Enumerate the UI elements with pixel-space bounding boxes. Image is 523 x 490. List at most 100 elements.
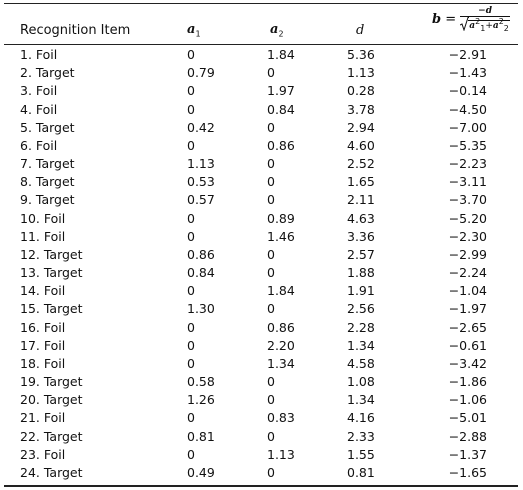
a2-value: 0	[267, 265, 275, 281]
row-label: 13. Target	[20, 265, 83, 281]
denominator: a21+a22	[460, 17, 510, 33]
a1-value: 0.81	[187, 428, 215, 444]
row-label: 9. Target	[20, 192, 75, 208]
d-value: 5.36	[347, 47, 375, 62]
d-value: 1.13	[347, 65, 375, 81]
radical-sign	[460, 17, 470, 31]
d-value: 2.28	[347, 319, 375, 335]
b-value: −1.86	[448, 374, 487, 390]
a1-value: 0	[187, 355, 195, 371]
d-value: 4.58	[347, 355, 375, 371]
a2-value: 0.83	[267, 410, 295, 426]
a2-value: 1.34	[267, 355, 295, 371]
d-value: 2.33	[347, 428, 375, 444]
b-value: −4.50	[448, 101, 487, 117]
d-value: 1.08	[347, 374, 375, 390]
b-value: −2.24	[448, 265, 487, 281]
a2-value: 1.84	[267, 47, 295, 62]
a2-value: 2.20	[267, 337, 295, 353]
d-value: 4.16	[347, 410, 375, 426]
row-label: 15. Target	[20, 301, 83, 317]
b-value: −2.65	[448, 319, 487, 335]
b-value: −2.23	[448, 156, 487, 172]
a1-value: 0.79	[187, 65, 215, 81]
row-label: 17. Foil	[20, 337, 66, 353]
a1-value: 0	[187, 137, 195, 153]
b-value: −1.65	[448, 465, 487, 480]
d-value: 2.11	[347, 192, 375, 208]
a2-value: 0	[267, 374, 275, 390]
d-value: 1.88	[347, 265, 375, 281]
d-value: 2.52	[347, 156, 375, 172]
a1-value: 0	[187, 83, 195, 99]
a2-value: 0	[267, 428, 275, 444]
a2-value: 1.13	[267, 446, 295, 462]
a1-value: 0.84	[187, 265, 215, 281]
d-value: 1.65	[347, 174, 375, 190]
a2-value: 0.84	[267, 101, 295, 117]
subscript: 1	[480, 23, 486, 33]
a1-value: 0.49	[187, 465, 215, 480]
radicand: a21+a22	[468, 17, 510, 33]
a2-value: 0	[267, 65, 275, 81]
d-value: 1.55	[347, 446, 375, 462]
row-label: 23. Foil	[20, 446, 66, 462]
row-label: 4. Foil	[20, 101, 58, 117]
b-value: −1.06	[448, 392, 487, 408]
d-value: 1.91	[347, 283, 375, 299]
b-value: −5.01	[448, 410, 487, 426]
row-label: 21. Foil	[20, 410, 66, 426]
numerator: −d	[460, 6, 510, 17]
a1-value: 0.42	[187, 119, 215, 135]
top-rule	[4, 3, 518, 4]
header-b: b = −d a21+a22	[432, 6, 510, 33]
row-label: 16. Foil	[20, 319, 66, 335]
row-label: 22. Target	[20, 428, 83, 444]
a1-value: 0.86	[187, 246, 215, 262]
header-a2: a2	[270, 22, 284, 39]
row-label: 7. Target	[20, 156, 75, 172]
b-value: −1.43	[448, 65, 487, 81]
d-value: 3.36	[347, 228, 375, 244]
operator: +	[485, 21, 493, 31]
a2-value: 0	[267, 119, 275, 135]
a2-value: 0	[267, 465, 275, 480]
row-label: 10. Foil	[20, 210, 66, 226]
b-value: −3.42	[448, 355, 487, 371]
a1-value: 1.26	[187, 392, 215, 408]
a1-value: 0	[187, 210, 195, 226]
a1-value: 0	[187, 228, 195, 244]
a1-value: 0	[187, 283, 195, 299]
b-value: −2.99	[448, 246, 487, 262]
symbol: a	[469, 21, 476, 31]
a1-value: 0	[187, 337, 195, 353]
row-label: 3. Foil	[20, 83, 58, 99]
a1-value: 0.53	[187, 174, 215, 190]
row-label: 11. Foil	[20, 228, 66, 244]
row-label: 6. Foil	[20, 137, 58, 153]
b-value: −7.00	[448, 119, 487, 135]
symbol: b	[432, 11, 442, 27]
a1-value: 0	[187, 319, 195, 335]
d-value: 1.34	[347, 392, 375, 408]
a2-value: 0	[267, 246, 275, 262]
b-value: −1.37	[448, 446, 487, 462]
header-a1: a1	[187, 22, 201, 39]
d-value: 3.78	[347, 101, 375, 117]
d-value: 4.60	[347, 137, 375, 153]
b-value: −3.70	[448, 192, 487, 208]
bottom-rule	[4, 485, 518, 487]
b-value: −3.11	[448, 174, 487, 190]
a2-value: 0.86	[267, 137, 295, 153]
a1-value: 0	[187, 101, 195, 117]
b-value: −1.04	[448, 283, 487, 299]
subscript: 2	[278, 29, 284, 39]
row-label: 18. Foil	[20, 355, 66, 371]
b-value: −5.35	[448, 137, 487, 153]
row-label: 12. Target	[20, 246, 83, 262]
row-label: 8. Target	[20, 174, 75, 190]
a1-value: 0	[187, 446, 195, 462]
a2-value: 0.86	[267, 319, 295, 335]
superscript: 2	[475, 17, 481, 26]
